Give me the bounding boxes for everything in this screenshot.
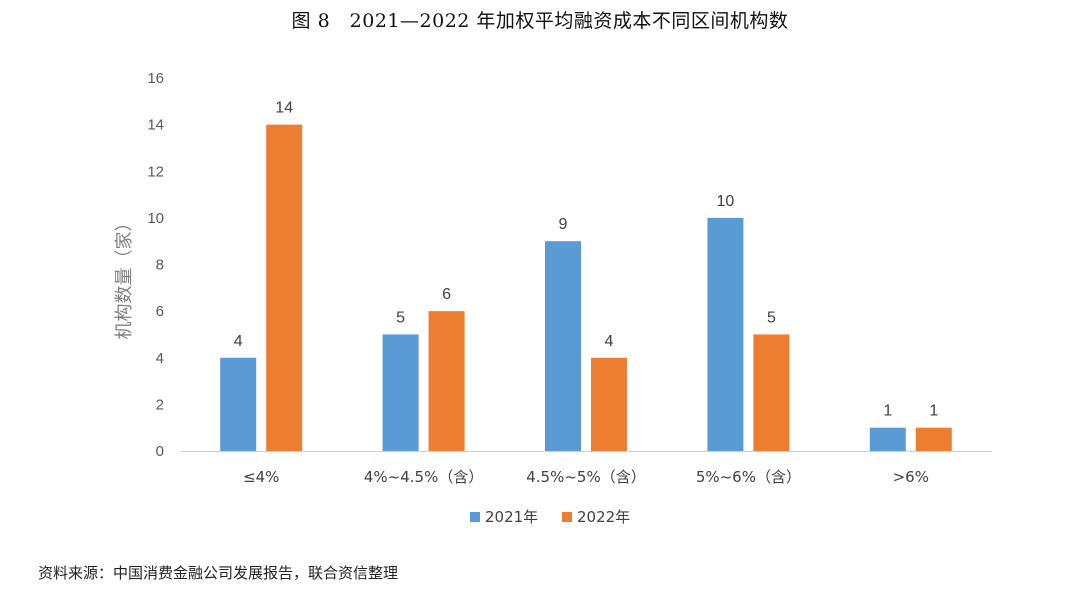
source-note: 资料来源：中国消费金融公司发展报告，联合资信整理 — [38, 564, 399, 582]
bar-series-2 — [591, 357, 627, 451]
y-tick-label: 6 — [156, 303, 164, 320]
y-tick-label: 14 — [147, 117, 164, 134]
bar-data-label: 5 — [767, 309, 776, 326]
bar-data-label: 1 — [929, 403, 938, 420]
bar-data-label: 10 — [717, 193, 735, 210]
bar-data-label: 9 — [559, 216, 568, 233]
y-tick-label: 12 — [147, 163, 164, 180]
bar-series-1 — [382, 334, 419, 451]
y-tick-label: 4 — [156, 350, 164, 367]
y-tick-label: 8 — [156, 257, 164, 274]
legend-swatch — [470, 512, 480, 522]
legend-label: 2021年 — [485, 508, 538, 526]
y-tick-label: 10 — [147, 210, 164, 227]
x-category-label: 4%~4.5%（含） — [364, 468, 483, 486]
bar-data-label: 4 — [234, 333, 243, 350]
x-category-label: 4.5%~5%（含） — [526, 468, 645, 486]
bar-series-2 — [428, 311, 465, 451]
bar-data-label: 4 — [605, 333, 614, 350]
bar-data-label: 6 — [442, 286, 451, 303]
bar-series-2 — [915, 427, 952, 451]
y-tick-label: 0 — [156, 443, 164, 460]
bar-series-1 — [545, 241, 581, 451]
bar-series-2 — [266, 124, 303, 451]
bar-data-label: 14 — [275, 100, 293, 117]
category-labels: ≤4% 4%~4.5%（含） 4.5%~5%（含） 5%~6%（含） >6% — [243, 468, 929, 486]
legend-label: 2022年 — [577, 508, 630, 526]
x-category-label: >6% — [893, 468, 929, 486]
bar-series-1 — [707, 217, 744, 451]
bar-series-2 — [753, 334, 790, 451]
y-tick-label: 16 — [147, 70, 164, 87]
bar-series-1 — [869, 427, 906, 451]
y-tick-label: 2 — [156, 396, 164, 413]
legend-swatch — [562, 512, 572, 522]
x-category-label: 5%~6%（含） — [696, 468, 801, 486]
bar-data-label: 5 — [396, 309, 405, 326]
bar-series-1 — [220, 357, 257, 451]
y-axis-label: 机构数量（家） — [114, 214, 135, 340]
legend: 2021年 2022年 — [470, 508, 630, 526]
bars-group: 4 14 5 6 9 4 10 5 1 1 — [220, 100, 952, 451]
y-axis-ticks: 0 2 4 6 8 10 12 14 16 — [147, 70, 164, 460]
chart-title: 图 8 2021—2022 年加权平均融资成本不同区间机构数 — [291, 10, 789, 32]
x-category-label: ≤4% — [243, 468, 279, 486]
bar-data-label: 1 — [883, 403, 892, 420]
